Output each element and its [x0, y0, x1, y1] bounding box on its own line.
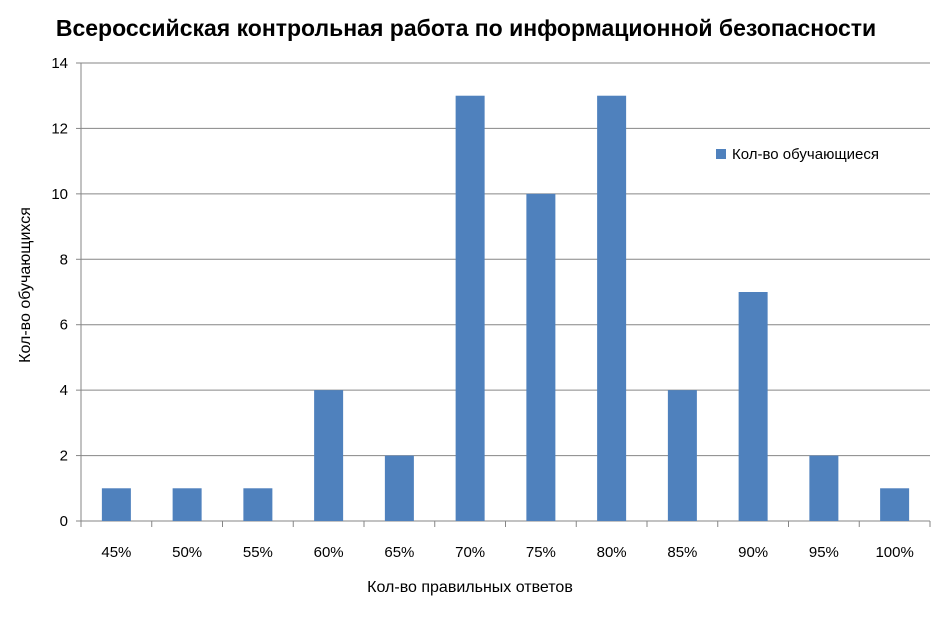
chart-title: Всероссийская контрольная работа по инфо…: [56, 15, 876, 41]
y-tick-label: 4: [60, 382, 68, 399]
legend: Кол-во обучающиеся: [716, 146, 879, 163]
y-tick-label: 6: [60, 317, 68, 334]
x-axis-label: Кол-во правильных ответов: [367, 579, 573, 596]
x-tick-label: 45%: [101, 544, 131, 561]
x-tick-label: 60%: [314, 544, 344, 561]
y-tick-label: 2: [60, 448, 68, 465]
x-tick-label: 70%: [455, 544, 485, 561]
x-tick-label: 75%: [526, 544, 556, 561]
x-tick-label: 50%: [172, 544, 202, 561]
bar: [172, 488, 202, 521]
bars: [101, 95, 910, 521]
y-tick-label: 0: [60, 513, 68, 530]
x-tick-label: 90%: [738, 544, 768, 561]
x-tick-label: 80%: [597, 544, 627, 561]
x-tick-labels: 45% 50% 55% 60% 65% 70% 75% 80% 85% 90% 95% 100%: [101, 544, 913, 561]
bar: [101, 488, 131, 521]
legend-swatch: [716, 149, 726, 159]
bar: [667, 390, 697, 521]
y-tick-label: 10: [51, 186, 68, 203]
y-tick-label: 8: [60, 251, 68, 268]
bar: [526, 193, 556, 521]
x-tick-label: 100%: [875, 544, 913, 561]
axes: [76, 62, 931, 527]
y-tick-labels: 0 2 4 6 8 10 12 14: [51, 55, 68, 530]
y-tick-label: 14: [51, 55, 68, 72]
bar: [243, 488, 273, 521]
x-tick-label: 65%: [384, 544, 414, 561]
bar: [384, 455, 414, 521]
bar: [455, 95, 485, 521]
bar: [314, 390, 344, 521]
y-tick-label: 12: [51, 120, 68, 137]
x-tick-label: 55%: [243, 544, 273, 561]
legend-label: Кол-во обучающиеся: [732, 146, 879, 163]
bar: [809, 455, 839, 521]
y-axis-label: Кол-во обучающихся: [17, 207, 34, 363]
gridlines: [81, 62, 930, 457]
x-tick-label: 85%: [667, 544, 697, 561]
x-tick-label: 95%: [809, 544, 839, 561]
bar: [738, 292, 768, 521]
bar: [880, 488, 910, 521]
bar: [597, 95, 627, 521]
